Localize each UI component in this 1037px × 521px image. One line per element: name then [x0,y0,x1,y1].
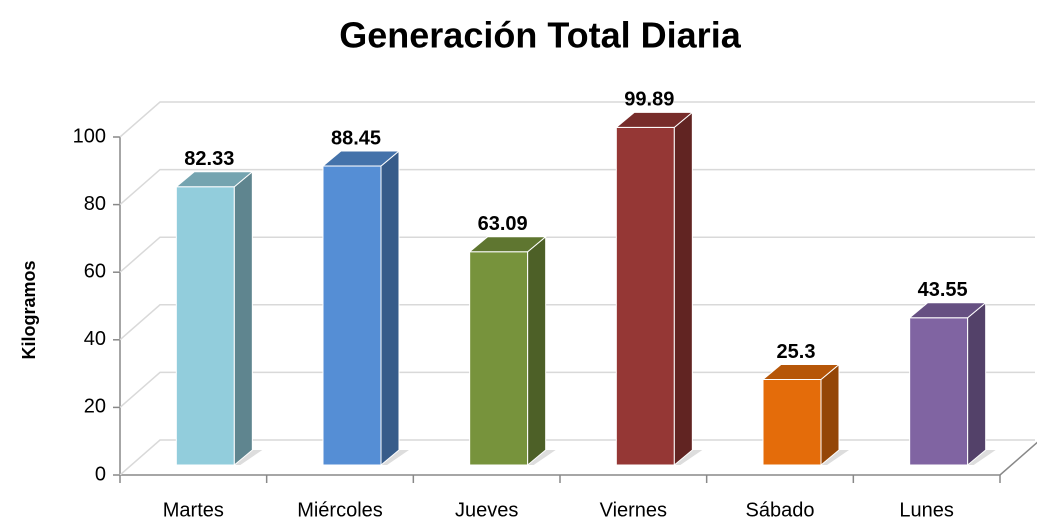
bar-top [321,150,401,167]
floor [120,441,1037,476]
x-tick-label: Jueves [455,499,518,521]
x-tick-label: Viernes [600,499,667,521]
y-tick-label: 40 [84,328,106,350]
grid-line [119,439,1035,476]
y-tick-label: 60 [84,260,106,282]
grid-line [119,101,1035,138]
data-label: 25.3 [777,341,816,363]
bar-top [174,171,254,188]
grid-line [119,304,1035,341]
bar-top [761,363,841,380]
x-tick-label: Miércoles [297,499,383,521]
chart-title: Generación Total Diaria [339,15,741,56]
grid-line [119,168,1035,206]
bar [175,186,235,466]
bar-side [820,363,840,467]
bar-side [233,170,253,467]
data-label: 43.55 [918,279,968,301]
data-label: 99.89 [624,89,674,111]
bar-side [380,149,400,467]
y-tick-label: 100 [73,125,106,147]
data-label: 63.09 [478,213,528,235]
bar-side [967,301,987,467]
bar-side [527,235,547,467]
bar-top [908,302,988,319]
bar [909,317,969,466]
bar [762,378,822,466]
y-tick-label: 80 [84,193,106,215]
y-tick-label: 20 [84,396,106,418]
bar [322,165,382,466]
data-label: 82.33 [184,148,234,170]
bar [615,126,675,466]
bar-top [614,111,694,128]
grid-line [119,371,1035,408]
bar-top [468,236,548,253]
y-tick-label: 0 [95,463,106,485]
x-tick-label: Sábado [746,499,815,521]
bar [469,251,529,466]
y-axis-label: Kilogramos [19,260,39,359]
x-tick-label: Lunes [899,499,954,521]
bar-side [673,111,693,467]
data-label: 88.45 [331,127,381,149]
grid-line [119,236,1035,273]
x-tick-label: Martes [163,499,224,521]
